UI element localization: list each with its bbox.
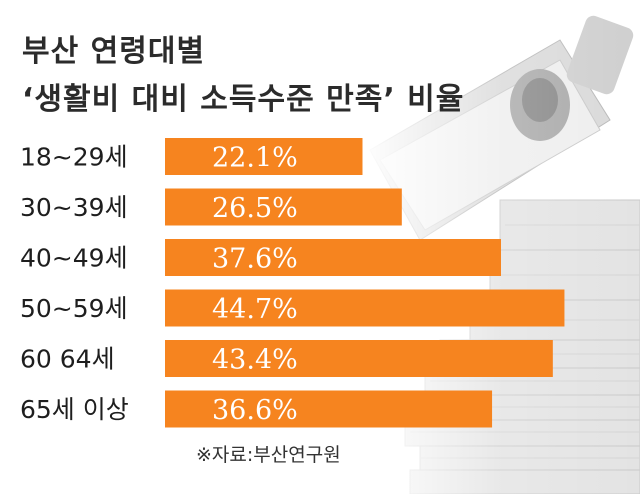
value-label: 44.7% <box>212 294 298 325</box>
category-label: 60 64세 <box>20 345 115 374</box>
category-label: 65세 이상 <box>20 395 129 424</box>
bar <box>165 390 493 428</box>
category-label: 18~29세 <box>20 143 128 172</box>
bar <box>165 138 363 175</box>
category-label: 50~59세 <box>20 294 128 323</box>
bar <box>165 340 553 377</box>
value-label: 37.6% <box>212 244 298 275</box>
bar <box>165 188 402 226</box>
value-label: 26.5% <box>212 193 298 224</box>
value-label: 43.4% <box>212 345 298 376</box>
source-note: ※자료:부산연구원 <box>196 444 341 466</box>
category-label: 40~49세 <box>20 244 128 273</box>
bar <box>165 239 501 276</box>
category-label: 30~39세 <box>20 193 128 222</box>
chart-title: 부산 연령대별 <box>22 34 206 69</box>
value-label: 22.1% <box>212 143 298 174</box>
bar <box>165 289 565 327</box>
value-label: 36.6% <box>212 395 298 426</box>
chart-subtitle: ‘생활비 대비 소득수준 만족’ 비율 <box>22 82 465 117</box>
